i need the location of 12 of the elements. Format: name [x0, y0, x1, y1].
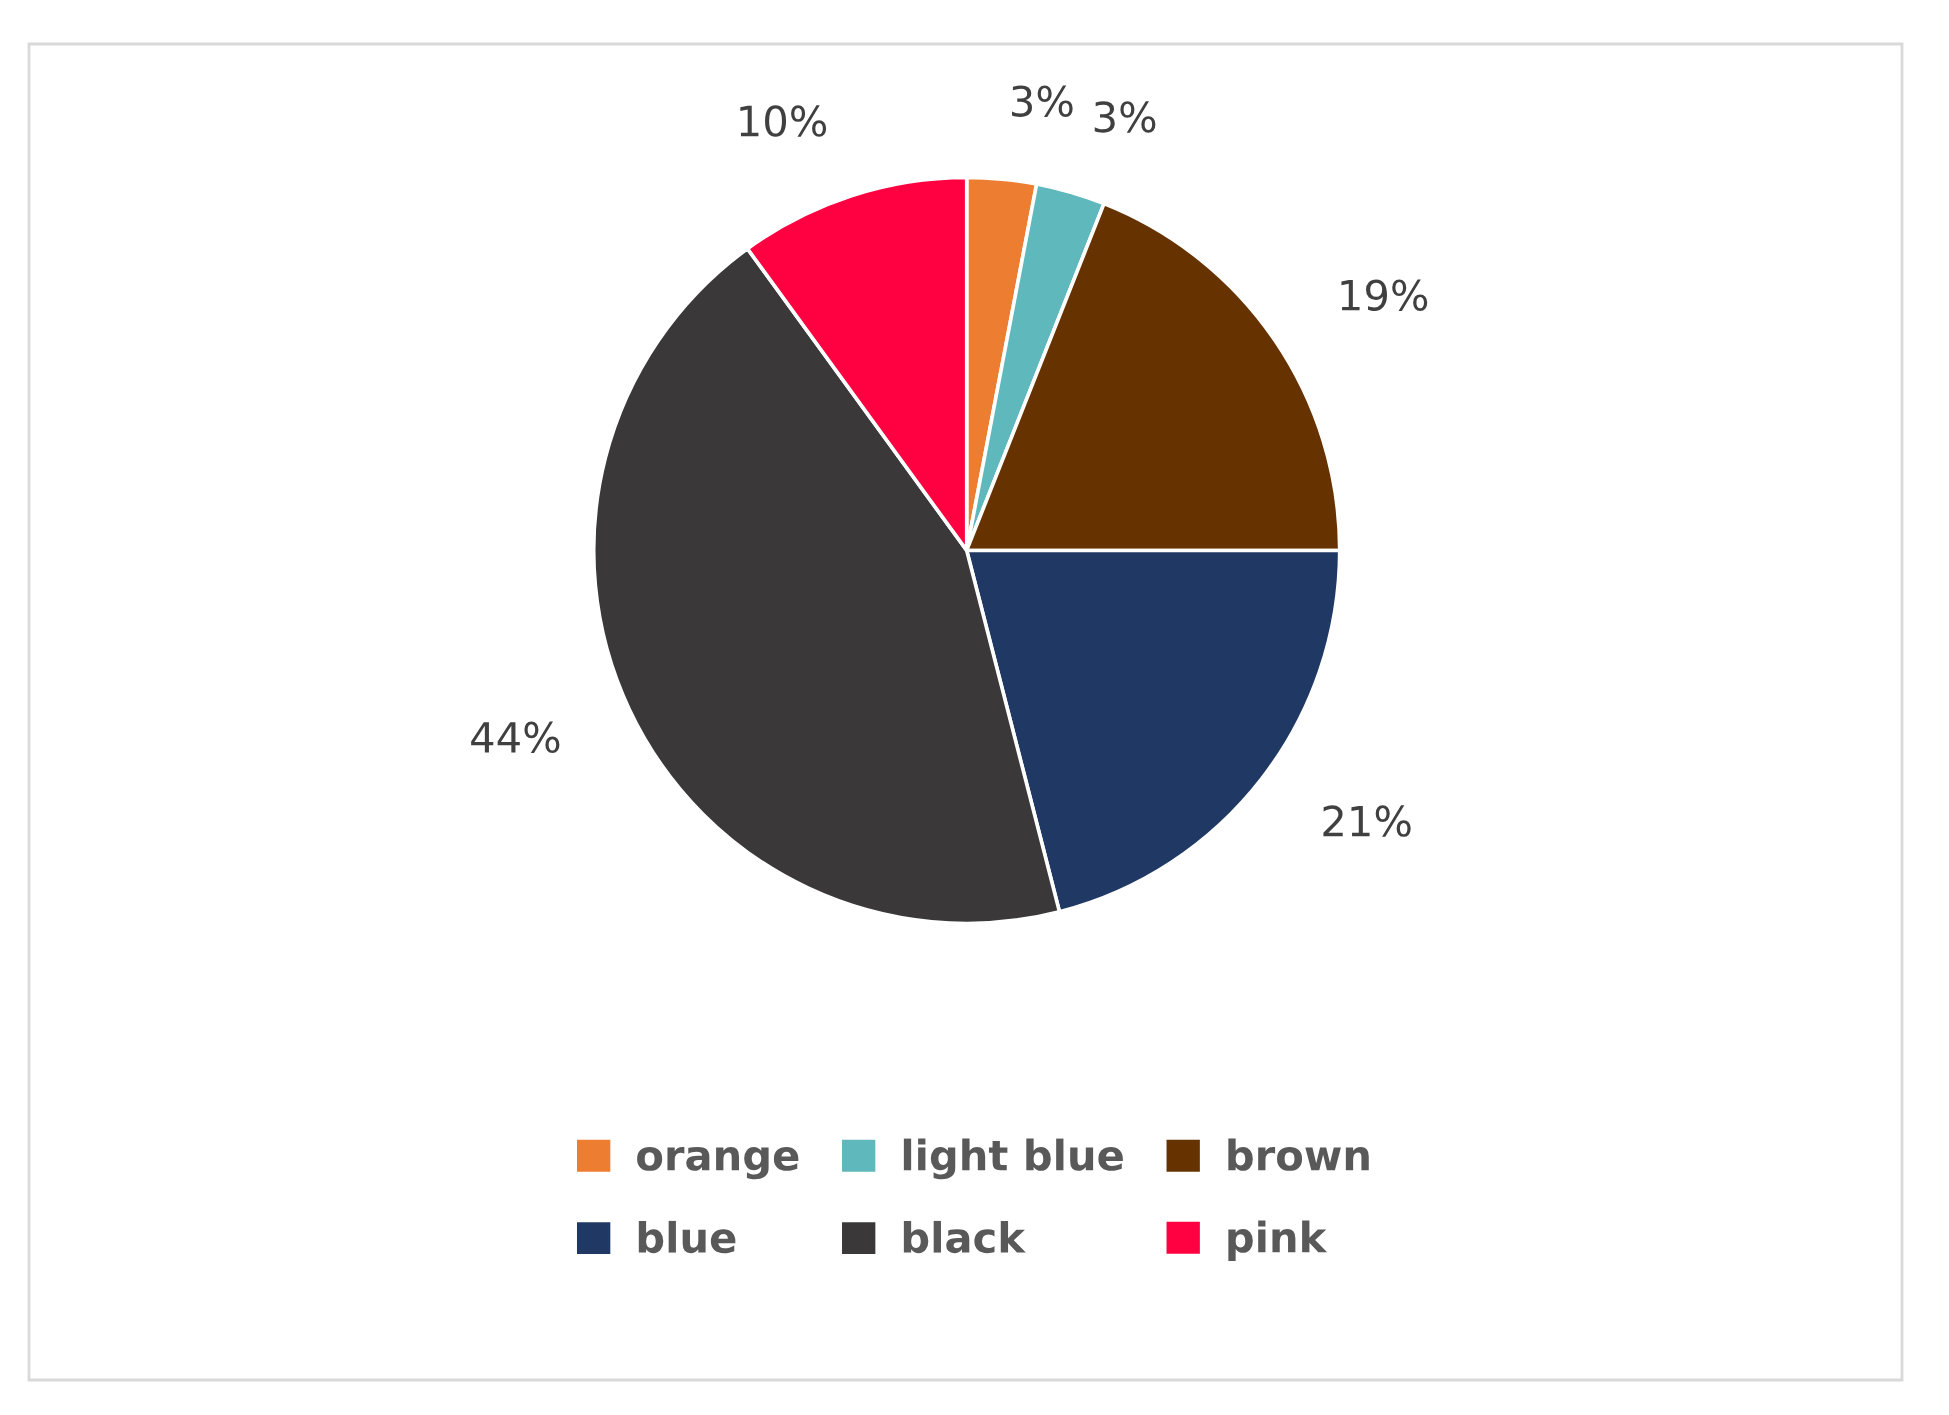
legend-label: black: [903, 1220, 1026, 1254]
data-label: 19%: [1341, 279, 1428, 311]
data-label: 3%: [1012, 85, 1073, 117]
legend-label: light blue: [903, 1138, 1123, 1180]
legend-label: orange: [637, 1146, 799, 1180]
legend-label: brown: [1228, 1138, 1369, 1171]
data-label: 3%: [1094, 101, 1156, 133]
data-label: 10%: [740, 105, 827, 137]
data-label: 21%: [1323, 805, 1411, 837]
legend-label: blue: [638, 1220, 736, 1254]
data-label: 44%: [471, 721, 560, 754]
legend-label: pink: [1228, 1220, 1328, 1261]
